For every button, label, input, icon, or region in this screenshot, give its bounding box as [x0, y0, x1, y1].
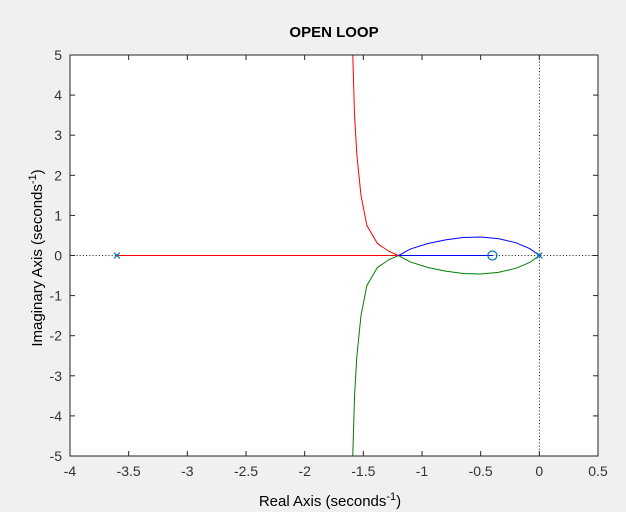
pole-marker-1 [113, 252, 121, 259]
x-axis-label-text: Real Axis (seconds [259, 493, 387, 510]
y-axis-label-exponent: -1 [27, 174, 39, 184]
axis-ticks: -4 -3.5 -3 -2.5 -2 -1.5 -1 -0.5 0 0.5-5-4-3-2-101… [50, 47, 608, 479]
y-tick-label: -2 [50, 328, 63, 344]
y-axis-label-text: Imaginary Axis (seconds [29, 184, 46, 347]
x-tick-label: 0.5 [588, 463, 608, 479]
y-tick-label: -3 [50, 368, 63, 384]
y-tick-label: 4 [54, 87, 62, 103]
x-tick-label: -2.5 [234, 463, 258, 479]
x-tick-label: -1 [416, 463, 429, 479]
zero-marker-1 [487, 250, 498, 261]
y-tick-label: -5 [50, 448, 63, 464]
y-tick-label: -1 [50, 288, 63, 304]
pole-marker-2 [535, 252, 543, 259]
y-tick-label: 3 [54, 127, 62, 143]
x-axis-label-exponent: -1 [386, 491, 396, 503]
y-tick-label: -4 [50, 408, 63, 424]
y-tick-label: 1 [54, 207, 62, 223]
series-layer [116, 54, 540, 457]
x-tick-label: -3 [181, 463, 194, 479]
x-tick-label: -1.5 [351, 463, 375, 479]
y-tick-label: 5 [54, 47, 62, 63]
x-axis-label-close: ) [396, 493, 401, 510]
locus-branch-1 [398, 236, 540, 256]
chart-title: OPEN LOOP [289, 24, 378, 41]
locus-branch-3 [116, 54, 399, 256]
y-axis-label-close: ) [29, 169, 46, 174]
x-tick-label: -3.5 [117, 463, 141, 479]
y-tick-label: 2 [54, 167, 62, 183]
pole-zero-markers [113, 250, 543, 261]
y-axis-label: Imaginary Axis (seconds-1) [27, 169, 46, 346]
x-tick-label: 0 [535, 463, 543, 479]
y-tick-label: 0 [54, 248, 62, 264]
x-axis-label: Real Axis (seconds-1) [259, 491, 401, 510]
locus-branch-2 [352, 254, 540, 457]
x-tick-label: -4 [64, 463, 77, 479]
x-tick-label: -2 [298, 463, 311, 479]
x-tick-label: -0.5 [469, 463, 493, 479]
